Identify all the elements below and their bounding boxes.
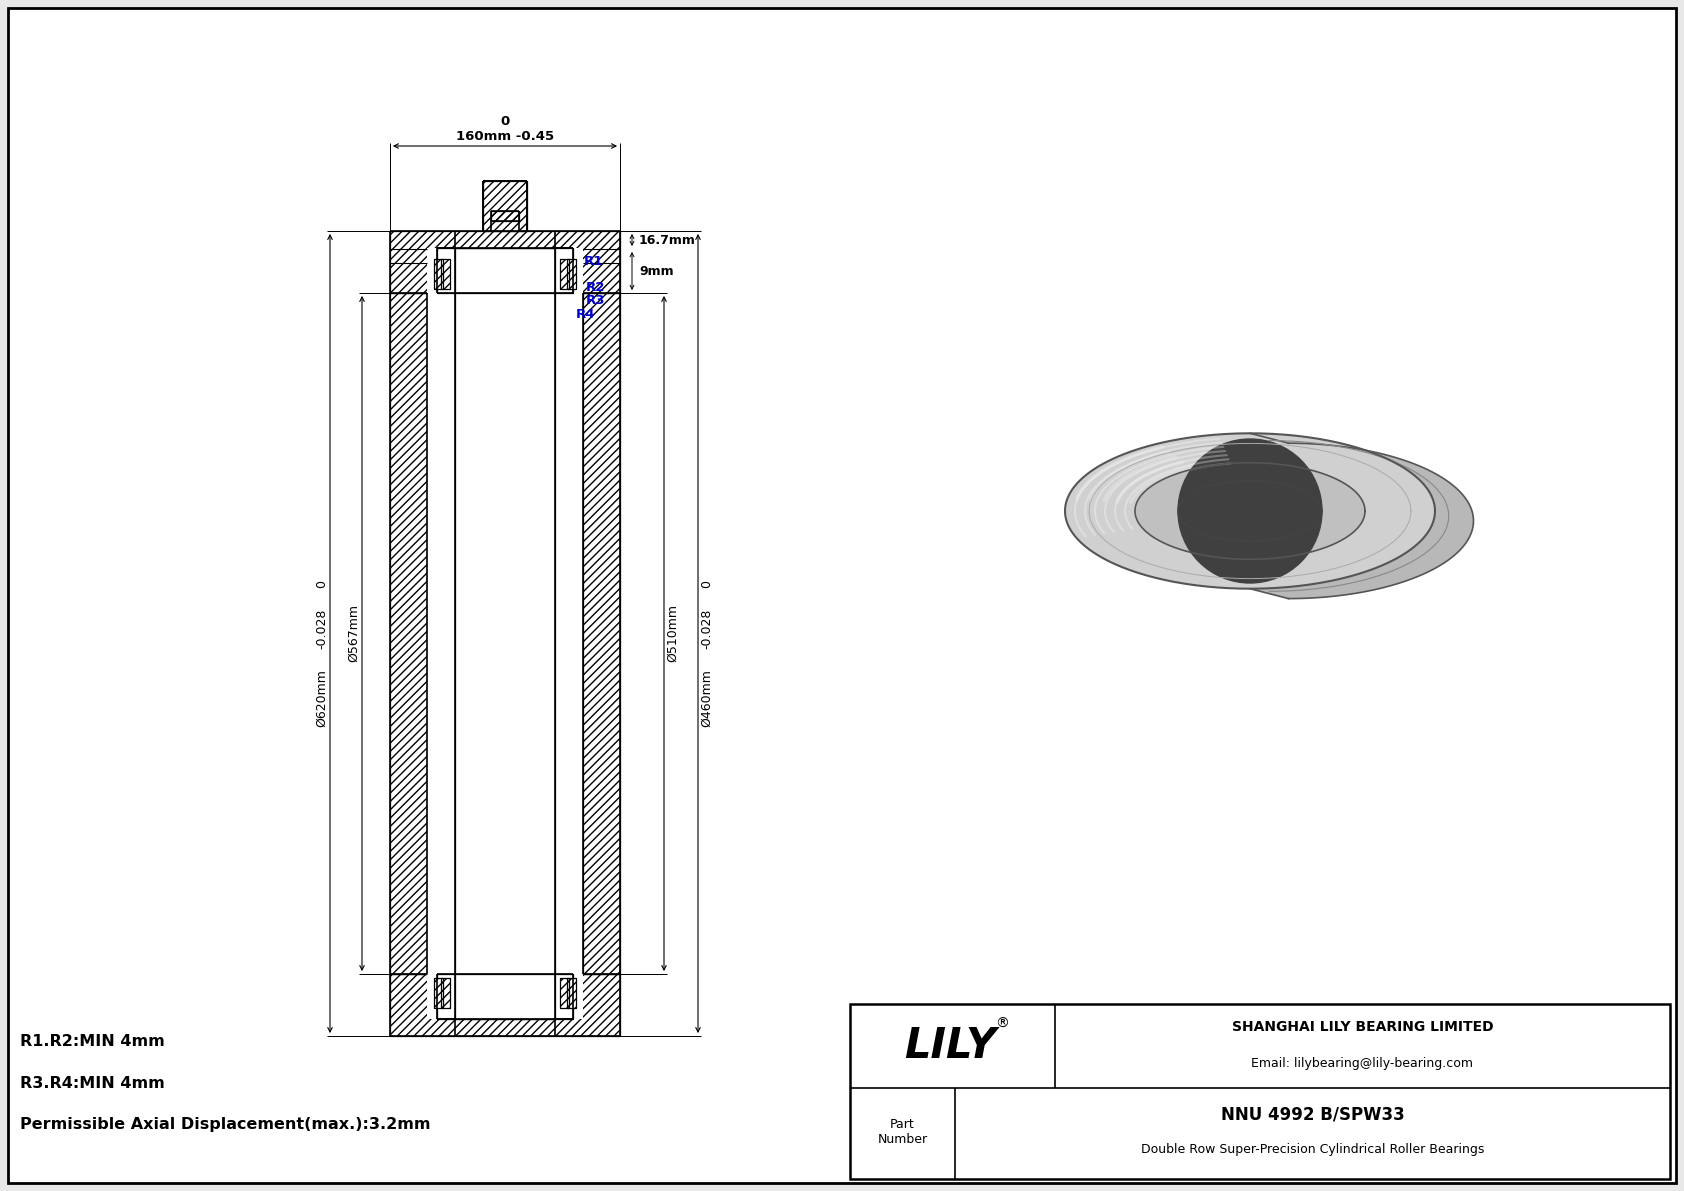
Bar <box>428 248 583 1019</box>
Text: 0: 0 <box>500 116 510 127</box>
Text: Ø567mm: Ø567mm <box>347 605 360 662</box>
Bar <box>561 258 569 289</box>
Polygon shape <box>1064 434 1435 588</box>
Text: Permissible Axial Displacement(max.):3.2mm: Permissible Axial Displacement(max.):3.2… <box>20 1117 431 1133</box>
Bar <box>391 293 428 974</box>
Bar <box>434 258 443 289</box>
Circle shape <box>1174 436 1325 587</box>
Bar <box>434 258 443 289</box>
Polygon shape <box>1135 462 1366 560</box>
Bar <box>583 293 620 974</box>
Text: 0: 0 <box>315 580 328 587</box>
Bar <box>434 258 443 289</box>
Bar <box>441 258 450 289</box>
Text: ®: ® <box>995 1017 1009 1031</box>
Polygon shape <box>1135 462 1366 560</box>
Bar <box>428 974 438 1019</box>
Bar <box>441 258 450 289</box>
Bar <box>483 181 527 231</box>
Bar <box>455 248 556 1019</box>
Bar <box>573 974 583 1019</box>
Bar <box>438 974 573 1019</box>
Bar <box>492 211 519 222</box>
Bar <box>483 181 527 231</box>
Bar <box>391 974 620 1036</box>
Bar <box>561 258 569 289</box>
Bar <box>850 1004 1671 1179</box>
Bar <box>561 978 569 1008</box>
Bar <box>434 978 443 1008</box>
Bar <box>391 974 620 1036</box>
Bar <box>583 293 620 974</box>
Text: -0.028: -0.028 <box>701 609 714 649</box>
Bar <box>568 978 576 1008</box>
Bar <box>441 258 450 289</box>
Bar <box>438 248 573 293</box>
Text: R3.R4:MIN 4mm: R3.R4:MIN 4mm <box>20 1075 165 1091</box>
Bar <box>568 978 576 1008</box>
Bar <box>492 211 519 222</box>
Text: 9mm: 9mm <box>638 264 674 278</box>
Text: 0: 0 <box>701 580 714 587</box>
Bar <box>583 293 620 974</box>
Bar <box>568 258 576 289</box>
Polygon shape <box>1250 462 1403 569</box>
Bar <box>568 258 576 289</box>
Text: R1.R2:MIN 4mm: R1.R2:MIN 4mm <box>20 1034 165 1048</box>
Text: R1: R1 <box>584 255 603 268</box>
Bar <box>441 978 450 1008</box>
Bar <box>561 978 569 1008</box>
Text: LILY: LILY <box>904 1025 995 1067</box>
Polygon shape <box>1250 434 1474 599</box>
Bar <box>483 181 527 231</box>
Bar <box>434 978 443 1008</box>
Text: -0.028: -0.028 <box>315 609 328 649</box>
Polygon shape <box>1250 481 1361 551</box>
Text: Ø510mm: Ø510mm <box>667 605 680 662</box>
Bar <box>428 248 438 293</box>
Text: 16.7mm: 16.7mm <box>638 233 695 247</box>
Text: SHANGHAI LILY BEARING LIMITED: SHANGHAI LILY BEARING LIMITED <box>1231 1019 1494 1034</box>
Bar <box>441 978 450 1008</box>
Bar <box>561 978 569 1008</box>
Text: R4: R4 <box>576 308 596 322</box>
Bar <box>438 248 573 293</box>
Bar <box>391 293 428 974</box>
Bar <box>441 978 450 1008</box>
Bar <box>434 978 443 1008</box>
Bar <box>438 974 573 1019</box>
Bar <box>455 248 556 1019</box>
Text: Ø460mm: Ø460mm <box>701 669 714 728</box>
Text: 160mm -0.45: 160mm -0.45 <box>456 130 554 143</box>
Text: Email: lilybearing@lily-bearing.com: Email: lilybearing@lily-bearing.com <box>1251 1056 1474 1070</box>
Bar <box>492 211 519 222</box>
Text: Double Row Super-Precision Cylindrical Roller Bearings: Double Row Super-Precision Cylindrical R… <box>1140 1142 1484 1155</box>
Polygon shape <box>1064 434 1435 588</box>
Bar <box>561 258 569 289</box>
Bar <box>391 231 620 293</box>
Bar <box>438 974 573 1019</box>
Bar <box>391 231 620 293</box>
Bar <box>568 978 576 1008</box>
Text: NNU 4992 B/SPW33: NNU 4992 B/SPW33 <box>1221 1105 1404 1123</box>
Bar <box>568 258 576 289</box>
Bar <box>573 248 583 293</box>
Text: Part
Number: Part Number <box>877 1117 928 1146</box>
Text: R2: R2 <box>586 281 605 294</box>
Text: R3: R3 <box>586 294 606 307</box>
Bar <box>455 248 556 1019</box>
Bar <box>438 248 573 293</box>
Bar <box>391 231 620 293</box>
Text: Ø620mm: Ø620mm <box>315 669 328 728</box>
Circle shape <box>1179 439 1322 584</box>
Bar <box>391 293 428 974</box>
Bar <box>391 974 620 1036</box>
